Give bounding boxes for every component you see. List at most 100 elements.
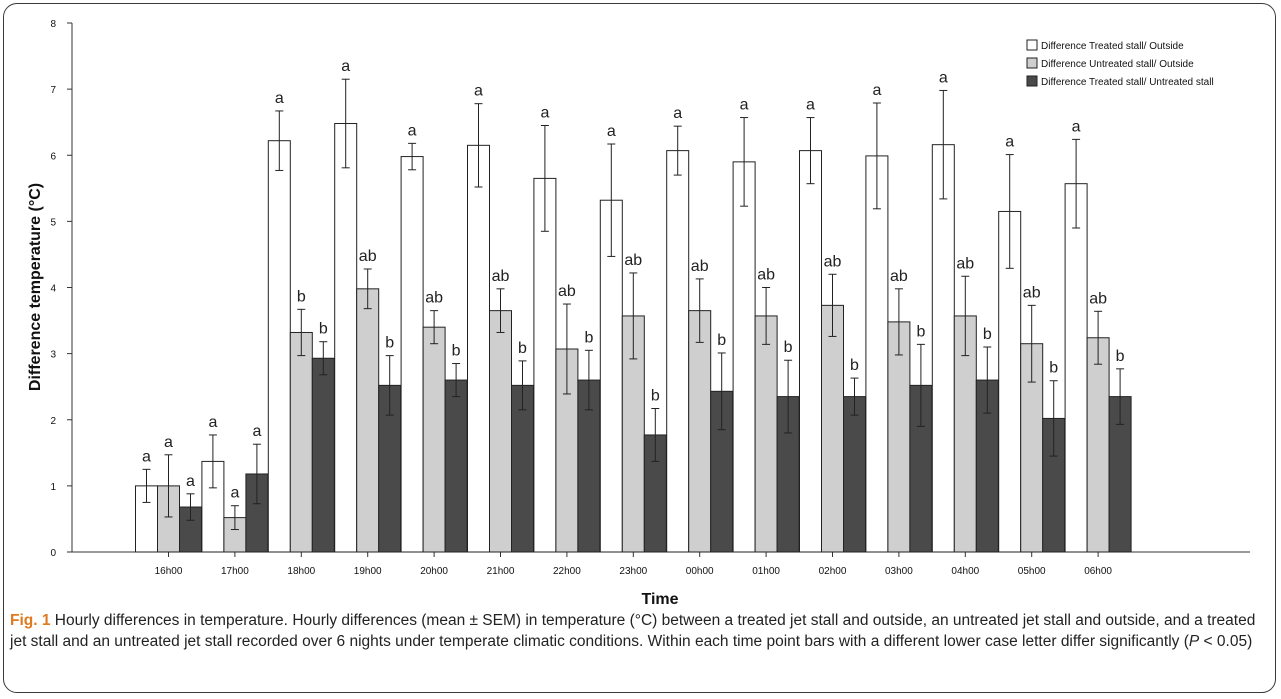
legend: Difference Treated stall/ Outside Differe…: [1026, 39, 1214, 88]
figure-title: Hourly differences in temperature.: [54, 612, 288, 629]
significance-letter: a: [939, 69, 948, 86]
significance-letter: ab: [691, 258, 709, 275]
significance-letter: b: [319, 321, 328, 338]
bar: [887, 321, 911, 553]
figure-caption: Fig. 1 Hourly differences in temperature…: [10, 610, 1270, 652]
bar: [754, 315, 778, 553]
significance-letter: ab: [359, 248, 377, 265]
bar-series-group: aaaaaaabbaabbaabbaabbaabbaabbaabbaabbaab…: [135, 58, 1132, 553]
caption-p-symbol: P: [1188, 633, 1200, 650]
significance-letter: ab: [956, 255, 974, 272]
x-tick-label: 20h00: [420, 566, 448, 577]
y-tick-label: 1: [50, 482, 56, 493]
x-axis-label: Time: [641, 591, 678, 608]
y-tick-group: 0 1 2 3 4 5 6 7 8: [50, 19, 72, 559]
x-tick-label: 17h00: [221, 566, 249, 577]
bar: [422, 326, 446, 553]
bar: [732, 161, 756, 553]
bar: [1086, 337, 1110, 553]
y-tick-label: 7: [50, 85, 56, 96]
bar: [444, 379, 468, 553]
significance-letter: b: [717, 332, 726, 349]
bar: [533, 177, 557, 553]
bar: [289, 331, 313, 553]
bar: [865, 155, 889, 553]
significance-letter: a: [341, 58, 350, 75]
significance-letter: b: [651, 388, 660, 405]
significance-letter: a: [208, 414, 217, 431]
x-tick-label: 04h00: [951, 566, 979, 577]
y-tick-label: 0: [50, 548, 56, 559]
x-tick-label: 23h00: [619, 566, 647, 577]
significance-letter: ab: [492, 268, 510, 285]
x-tick-group: 16h00 17h00 18h00 19h00 20h00 21h00 22h00 23h00…: [155, 552, 1112, 577]
x-tick-label: 19h00: [354, 566, 382, 577]
bar: [799, 150, 822, 553]
significance-letter: b: [518, 340, 527, 357]
x-tick-label: 01h00: [752, 566, 780, 577]
bar: [489, 310, 512, 553]
bar: [467, 144, 490, 553]
significance-letter: ab: [824, 253, 842, 270]
legend-swatch: [1026, 39, 1038, 51]
y-tick-label: 5: [50, 217, 56, 228]
x-tick-label: 06h00: [1084, 566, 1112, 577]
significance-letter: a: [1072, 118, 1081, 135]
legend-swatch: [1026, 75, 1038, 87]
significance-letter: b: [297, 288, 306, 305]
significance-letter: a: [164, 434, 173, 451]
legend-label: Difference Untreated stall/ Outside: [1041, 59, 1194, 70]
bar: [843, 396, 866, 553]
significance-letter: ab: [890, 268, 908, 285]
significance-letter: a: [740, 97, 749, 114]
significance-letter: a: [872, 82, 881, 99]
bar: [267, 140, 291, 553]
y-axis-label: Difference temperature (°C): [27, 183, 44, 391]
legend-label: Difference Treated stall/ Outside: [1041, 41, 1184, 52]
significance-letter: b: [784, 339, 793, 356]
significance-letter: a: [230, 485, 239, 502]
significance-letter: a: [275, 90, 284, 107]
x-tick-label: 02h00: [819, 566, 847, 577]
significance-letter: b: [452, 343, 461, 360]
bar: [931, 144, 955, 553]
x-tick-label: 16h00: [155, 566, 183, 577]
significance-letter: ab: [425, 290, 443, 307]
bar: [511, 384, 534, 553]
significance-letter: a: [142, 448, 151, 465]
bar: [666, 150, 690, 553]
significance-letter: a: [408, 122, 417, 139]
significance-letter: b: [983, 326, 992, 343]
bar: [356, 288, 380, 553]
significance-letter: a: [186, 473, 195, 490]
x-tick-label: 03h00: [885, 566, 913, 577]
significance-letter: a: [540, 104, 549, 121]
bar: [400, 156, 424, 553]
figure-label: Fig. 1: [10, 612, 51, 629]
significance-letter: b: [916, 323, 925, 340]
y-tick-label: 3: [50, 350, 56, 361]
y-tick-label: 2: [50, 416, 56, 427]
significance-letter: ab: [558, 283, 576, 300]
significance-letter: ab: [624, 252, 642, 269]
figure-frame: [3, 3, 1276, 693]
significance-letter: a: [252, 423, 261, 440]
caption-p-tail: < 0.05): [1199, 633, 1253, 650]
x-tick-label: 00h00: [686, 566, 714, 577]
significance-letter: b: [1049, 360, 1058, 377]
x-tick-label: 05h00: [1018, 566, 1046, 577]
x-tick-label: 21h00: [487, 566, 515, 577]
legend-label: Difference Treated stall/ Untreated stal…: [1041, 77, 1214, 88]
y-tick-label: 6: [50, 151, 56, 162]
significance-letter: b: [584, 329, 593, 346]
x-tick-label: 22h00: [553, 566, 581, 577]
bar: [821, 304, 844, 553]
y-tick-label: 8: [50, 19, 56, 30]
significance-letter: b: [385, 335, 394, 352]
bar: [311, 357, 335, 553]
y-tick-label: 4: [50, 284, 56, 295]
bar: [688, 310, 712, 553]
significance-letter: a: [806, 97, 815, 114]
bar: [334, 123, 358, 553]
legend-swatch: [1026, 57, 1038, 69]
